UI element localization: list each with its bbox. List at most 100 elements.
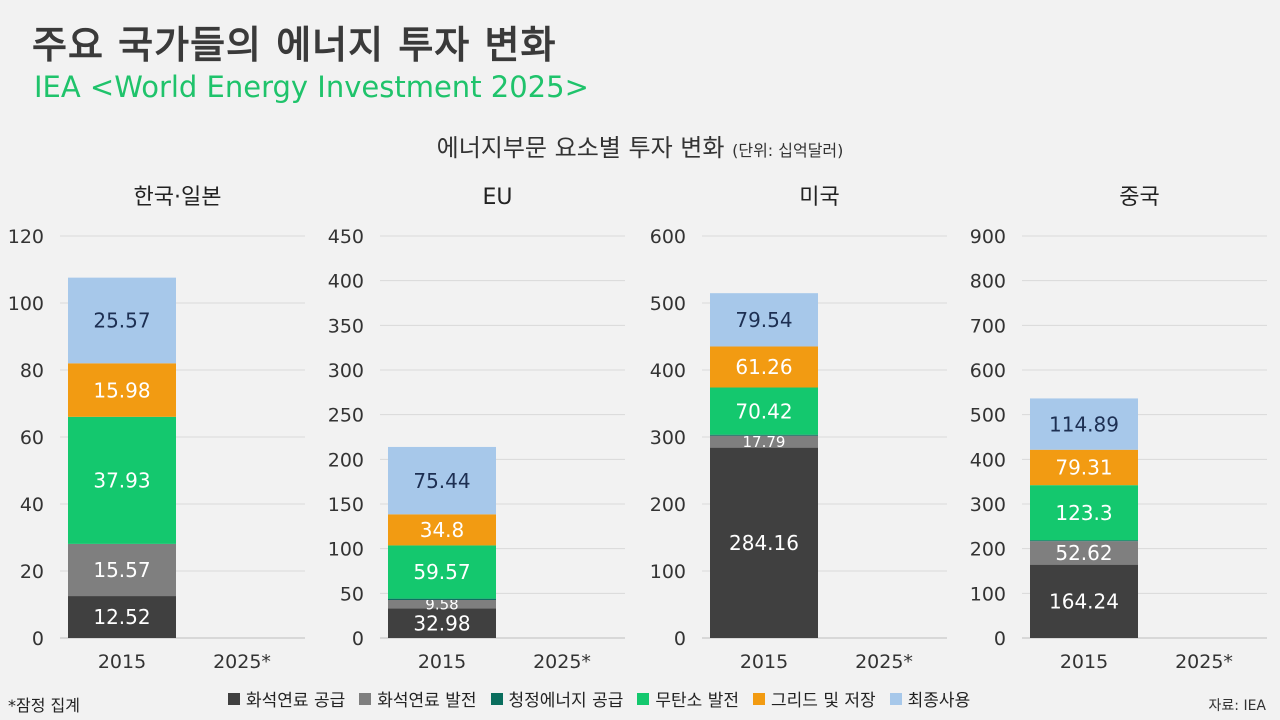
legend-label: 화석연료 공급 <box>246 691 346 711</box>
bar-segment <box>1030 540 1138 542</box>
y-tick-label: 300 <box>650 427 686 449</box>
y-tick-label: 100 <box>328 539 364 561</box>
bar-segment <box>388 598 496 600</box>
y-tick-label: 60 <box>20 427 44 449</box>
y-tick-label: 400 <box>970 449 1006 471</box>
bar-segment <box>68 363 176 417</box>
data-label: 17.79 <box>743 433 786 451</box>
y-tick-label: 200 <box>970 539 1006 561</box>
y-tick-label: 350 <box>328 315 364 337</box>
bar-segment <box>388 514 496 546</box>
data-label: 12.52 <box>93 605 150 629</box>
bar-segment <box>1030 541 1138 565</box>
legend: 화석연료 공급 화석연료 발전 청정에너지 공급 무탄소 발전 그리드 및 저장 최종사용 <box>228 686 970 711</box>
y-tick-label: 200 <box>328 449 364 471</box>
y-tick-label: 600 <box>650 226 686 248</box>
y-tick-label: 700 <box>970 315 1006 337</box>
x-tick-label: 2025* <box>533 651 591 673</box>
page-title: 주요 국가들의 에너지 투자 변화 <box>32 23 557 67</box>
chart-title: 한국·일본 <box>134 185 222 210</box>
y-tick-label: 300 <box>970 494 1006 516</box>
y-tick-label: 250 <box>328 405 364 427</box>
bar-segment <box>1030 485 1138 541</box>
bar-segment <box>710 387 818 435</box>
chart-title: EU <box>482 185 512 210</box>
y-tick-label: 400 <box>650 360 686 382</box>
x-tick-label: 2015 <box>740 651 788 673</box>
y-tick-label: 450 <box>328 226 364 248</box>
y-tick-label: 50 <box>340 583 364 605</box>
legend-label: 청정에너지 공급 <box>508 691 624 711</box>
footnote: *잠정 집계 <box>8 696 80 715</box>
y-tick-label: 80 <box>20 360 44 382</box>
bar-segment <box>710 434 818 436</box>
y-tick-label: 20 <box>20 561 44 583</box>
x-tick-label: 2025* <box>213 651 271 673</box>
data-label: 114.89 <box>1049 412 1119 436</box>
y-tick-label: 500 <box>650 293 686 315</box>
y-tick-label: 100 <box>650 561 686 583</box>
legend-label: 무탄소 발전 <box>655 691 739 711</box>
data-label: 123.3 <box>1055 501 1112 525</box>
y-tick-label: 100 <box>970 583 1006 605</box>
chart-panel: 중국 0 100 200 300 400 500 600 700 800 900 2015 2025* 1… <box>970 185 1267 673</box>
y-tick-label: 40 <box>20 494 44 516</box>
bar-segment <box>68 596 176 638</box>
data-label: 59.57 <box>413 560 470 584</box>
chart-panel: 미국 0 100 200 300 400 500 600 2015 2025* 284.16 17.7… <box>650 185 947 673</box>
data-label: 75.44 <box>413 469 470 493</box>
legend-swatch <box>228 692 240 705</box>
bar-segment <box>388 599 496 609</box>
y-tick-label: 0 <box>352 628 364 650</box>
legend-item: 최종사용 <box>889 686 971 711</box>
legend-label: 그리드 및 저장 <box>771 691 876 711</box>
legend-item: 청정에너지 공급 <box>490 686 624 711</box>
bar-segment <box>710 447 818 638</box>
legend-label: 화석연료 발전 <box>377 691 477 711</box>
data-label: 9.58 <box>425 596 458 614</box>
section-unit: (단위: 십억달러) <box>732 141 844 160</box>
data-label: 61.26 <box>735 355 792 379</box>
data-label: 164.24 <box>1049 590 1119 614</box>
legend-item: 화석연료 공급 <box>228 686 345 711</box>
bar-segment <box>710 346 818 388</box>
data-label: 15.57 <box>93 558 150 582</box>
page-subtitle: IEA <World Energy Investment 2025> <box>34 70 589 104</box>
x-tick-label: 2015 <box>98 651 146 673</box>
y-tick-label: 600 <box>970 360 1006 382</box>
data-label: 34.8 <box>420 518 465 542</box>
y-tick-label: 100 <box>8 293 44 315</box>
bar-segment <box>388 446 496 515</box>
bar-segment <box>1030 564 1138 638</box>
legend-swatch <box>753 692 765 705</box>
chart-title: 중국 <box>1119 185 1159 210</box>
y-tick-label: 400 <box>328 271 364 293</box>
y-tick-label: 200 <box>650 494 686 516</box>
x-tick-label: 2015 <box>1060 651 1108 673</box>
legend-swatch <box>490 692 503 705</box>
x-tick-label: 2015 <box>418 651 466 673</box>
y-tick-label: 0 <box>32 628 44 650</box>
bar-segment <box>388 608 496 638</box>
legend-swatch <box>359 692 372 705</box>
data-label: 284.16 <box>729 531 799 555</box>
legend-item: 무탄소 발전 <box>637 686 739 711</box>
section-title-text: 에너지부문 요소별 투자 변화 <box>436 134 725 162</box>
y-tick-label: 120 <box>8 226 44 248</box>
y-tick-label: 0 <box>674 628 686 650</box>
legend-label: 최종사용 <box>907 691 971 711</box>
chart-panel: 한국·일본 0 20 40 60 80 100 120 2015 2025* 12.52 15.57 3… <box>8 185 305 673</box>
section-title: 에너지부문 요소별 투자 변화 (단위: 십억달러) <box>0 128 1280 163</box>
data-label: 25.57 <box>93 309 150 333</box>
data-label: 70.42 <box>735 399 792 423</box>
bar-segment <box>388 545 496 599</box>
chart-title: 미국 <box>799 185 839 210</box>
data-label: 15.98 <box>93 378 150 402</box>
y-tick-label: 900 <box>970 226 1006 248</box>
y-tick-label: 500 <box>970 405 1006 427</box>
data-label: 79.31 <box>1055 456 1112 480</box>
bar-segment <box>68 543 176 597</box>
legend-item: 화석연료 발전 <box>359 686 477 711</box>
bar-segment <box>710 435 818 448</box>
chart-panel: EU 0 50 100 150 200 250 300 350 400 450 2015 2025* 32… <box>328 185 625 673</box>
